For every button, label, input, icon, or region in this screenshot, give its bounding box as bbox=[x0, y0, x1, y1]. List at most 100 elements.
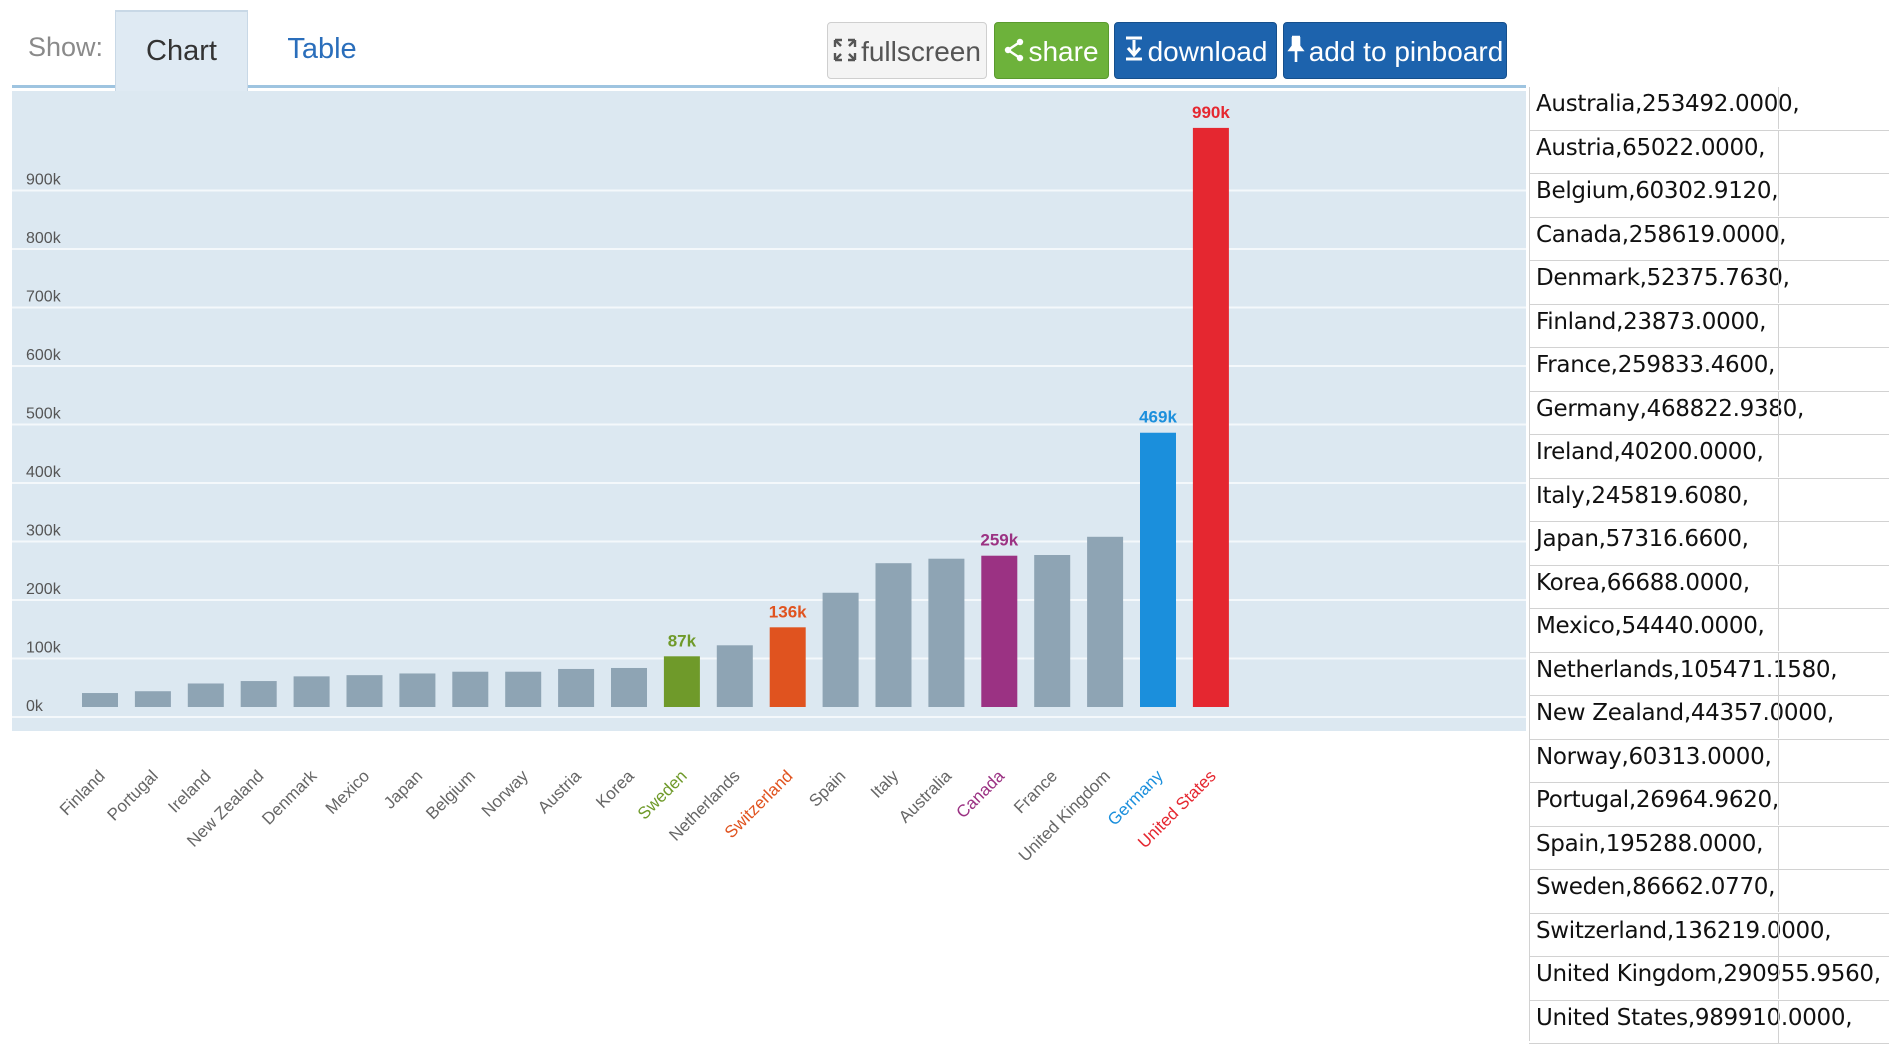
cell-divider bbox=[1778, 305, 1779, 347]
bar-belgium[interactable] bbox=[452, 672, 488, 707]
data-label: 136k bbox=[769, 602, 807, 621]
data-list-row: Austria,65022.0000, bbox=[1529, 131, 1889, 175]
cell-divider bbox=[1778, 566, 1779, 608]
bar-spain[interactable] bbox=[823, 593, 859, 707]
cell-divider bbox=[1778, 783, 1779, 825]
cell-divider bbox=[1778, 87, 1779, 129]
data-list-row: New Zealand,44357.0000, bbox=[1529, 696, 1889, 740]
cell-divider bbox=[1778, 914, 1779, 956]
data-list-text: Spain,195288.0000, bbox=[1536, 831, 1763, 857]
data-list-text: Norway,60313.0000, bbox=[1536, 744, 1771, 770]
fullscreen-label: fullscreen bbox=[861, 36, 981, 67]
cell-divider bbox=[1778, 218, 1779, 260]
bar-united-states[interactable] bbox=[1193, 128, 1229, 707]
data-list-text: Switzerland,136219.0000, bbox=[1536, 918, 1831, 944]
pushpin-icon bbox=[1287, 23, 1305, 80]
data-list-row: Denmark,52375.7630, bbox=[1529, 261, 1889, 305]
tab-table[interactable]: Table bbox=[267, 10, 377, 91]
data-list-row: Ireland,40200.0000, bbox=[1529, 435, 1889, 479]
data-list-text: Korea,66688.0000, bbox=[1536, 570, 1750, 596]
cell-divider bbox=[1778, 174, 1779, 216]
x-tick-label: Korea bbox=[592, 766, 638, 812]
cell-divider bbox=[1778, 827, 1779, 869]
fullscreen-button[interactable]: fullscreen bbox=[827, 22, 987, 79]
data-label: 469k bbox=[1139, 408, 1177, 427]
data-list-text: Canada,258619.0000, bbox=[1536, 222, 1786, 248]
data-list-row: Finland,23873.0000, bbox=[1529, 305, 1889, 349]
x-tick-label: Norway bbox=[478, 766, 533, 821]
data-list-text: Japan,57316.6600, bbox=[1536, 526, 1749, 552]
y-tick-label: 800k bbox=[26, 230, 62, 247]
bar-sweden[interactable] bbox=[664, 656, 700, 707]
bar-austria[interactable] bbox=[558, 669, 594, 707]
x-tick-label: Denmark bbox=[258, 766, 321, 829]
bar-australia[interactable] bbox=[928, 559, 964, 707]
data-list-row: Switzerland,136219.0000, bbox=[1529, 914, 1889, 958]
y-tick-label: 300k bbox=[26, 523, 62, 540]
cell-divider bbox=[1778, 609, 1779, 651]
data-list-row: Korea,66688.0000, bbox=[1529, 566, 1889, 610]
data-list-row: United States,989910.0000, bbox=[1529, 1001, 1889, 1044]
bar-netherlands[interactable] bbox=[717, 645, 753, 707]
cell-divider bbox=[1778, 131, 1779, 173]
share-button[interactable]: share bbox=[994, 22, 1109, 79]
data-list-text: Germany,468822.9380, bbox=[1536, 396, 1804, 422]
data-list-text: Mexico,54440.0000, bbox=[1536, 613, 1765, 639]
download-button[interactable]: download bbox=[1114, 22, 1277, 79]
x-tick-label: United Kingdom bbox=[1015, 766, 1114, 865]
bar-japan[interactable] bbox=[399, 673, 435, 707]
y-tick-label: 100k bbox=[26, 640, 62, 657]
data-list-text: Portugal,26964.9620, bbox=[1536, 787, 1779, 813]
bar-korea[interactable] bbox=[611, 668, 647, 707]
bar-denmark[interactable] bbox=[294, 676, 330, 707]
x-tick-label: Mexico bbox=[322, 766, 374, 818]
data-list-text: Finland,23873.0000, bbox=[1536, 309, 1766, 335]
cell-divider bbox=[1778, 522, 1779, 564]
y-tick-label: 600k bbox=[26, 347, 62, 364]
bar-italy[interactable] bbox=[876, 563, 912, 707]
tab-bar: Show: Chart Table fullscreen share bbox=[12, 10, 1526, 88]
pinboard-label: add to pinboard bbox=[1309, 36, 1504, 67]
bar-mexico[interactable] bbox=[347, 675, 383, 707]
share-label: share bbox=[1028, 36, 1098, 67]
download-label: download bbox=[1148, 36, 1268, 67]
data-label: 259k bbox=[980, 531, 1018, 550]
data-list-row: Japan,57316.6600, bbox=[1529, 522, 1889, 566]
x-tick-label: Japan bbox=[380, 766, 426, 812]
cell-divider bbox=[1778, 392, 1779, 434]
data-list-row: Italy,245819.6080, bbox=[1529, 479, 1889, 523]
data-list-row: France,259833.4600, bbox=[1529, 348, 1889, 392]
bar-ireland[interactable] bbox=[188, 683, 224, 707]
bar-france[interactable] bbox=[1034, 555, 1070, 707]
y-tick-label: 500k bbox=[26, 406, 62, 423]
bar-new-zealand[interactable] bbox=[241, 681, 277, 707]
chart-widget: Show: Chart Table fullscreen share bbox=[12, 10, 1526, 888]
y-tick-label: 200k bbox=[26, 581, 62, 598]
x-tick-label: Austria bbox=[534, 766, 585, 817]
data-list-text: Denmark,52375.7630, bbox=[1536, 265, 1790, 291]
data-list-row: Netherlands,105471.1580, bbox=[1529, 653, 1889, 697]
bar-norway[interactable] bbox=[505, 672, 541, 707]
bar-germany[interactable] bbox=[1140, 433, 1176, 707]
bar-portugal[interactable] bbox=[135, 691, 171, 707]
plot-background bbox=[12, 91, 1526, 731]
bar-canada[interactable] bbox=[981, 556, 1017, 707]
data-list-text: Sweden,86662.0770, bbox=[1536, 874, 1775, 900]
bar-switzerland[interactable] bbox=[770, 627, 806, 707]
x-tick-label: Finland bbox=[56, 766, 109, 819]
cell-divider bbox=[1778, 261, 1779, 303]
expand-icon bbox=[833, 23, 857, 80]
x-tick-label: France bbox=[1010, 766, 1061, 817]
bar-united-kingdom[interactable] bbox=[1087, 537, 1123, 707]
cell-divider bbox=[1778, 870, 1779, 912]
add-to-pinboard-button[interactable]: add to pinboard bbox=[1283, 22, 1507, 79]
tab-chart[interactable]: Chart bbox=[115, 10, 248, 91]
cell-divider bbox=[1778, 435, 1779, 477]
x-tick-label: Portugal bbox=[104, 766, 162, 824]
y-tick-label: 900k bbox=[26, 172, 62, 189]
bar-finland[interactable] bbox=[82, 693, 118, 707]
show-label: Show: bbox=[28, 32, 103, 63]
cell-divider bbox=[1778, 740, 1779, 782]
x-tick-label: Australia bbox=[895, 766, 956, 827]
